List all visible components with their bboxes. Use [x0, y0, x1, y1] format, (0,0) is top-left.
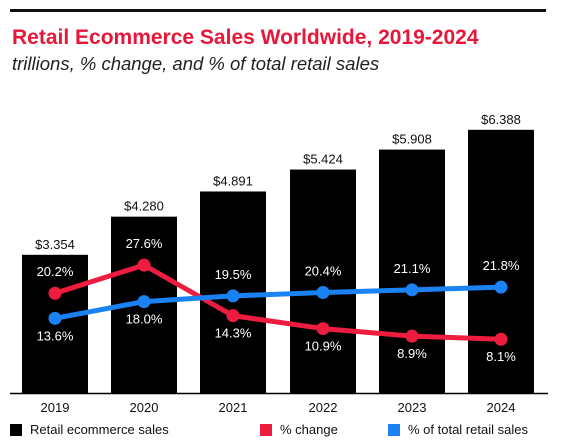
- pct-change-label-2021: 14.3%: [215, 326, 252, 341]
- pct-total-label-2021: 19.5%: [215, 267, 252, 282]
- pct-change-label-2022: 10.9%: [305, 339, 342, 354]
- chart-title: Retail Ecommerce Sales Worldwide, 2019-2…: [12, 26, 479, 49]
- pct-total-label-2022: 20.4%: [305, 263, 342, 278]
- bar-value-label-2020: $4.280: [124, 199, 164, 214]
- pct-change-label-2019: 20.2%: [37, 264, 74, 279]
- bar-2024: [468, 129, 534, 394]
- pct-change-point-2021: [226, 309, 240, 323]
- x-tick-label-2022: 2022: [309, 400, 338, 415]
- legend-swatch-pct-total: [388, 423, 400, 436]
- bar-value-label-2024: $6.388: [481, 112, 521, 127]
- pct-change-line: [52, 262, 504, 342]
- legend-swatch-ecommerce-sales: [10, 423, 22, 436]
- pct-total-point-2024: [494, 280, 508, 294]
- bar-2022: [290, 169, 356, 393]
- pct-change-label-2023: 8.9%: [397, 346, 427, 361]
- pct-total-label-2024: 21.8%: [483, 258, 520, 273]
- legend-label-pct-total: % of total retail sales: [408, 422, 528, 437]
- bar-value-label-2019: $3.354: [35, 237, 75, 252]
- pct-total-line: [52, 284, 504, 321]
- bar-value-label-2023: $5.908: [392, 132, 432, 147]
- x-tick-label-2023: 2023: [398, 400, 427, 415]
- pct-change-point-2020: [137, 258, 151, 272]
- pct-change-label-2024: 8.1%: [486, 349, 516, 364]
- pct-total-point-2021: [226, 289, 240, 303]
- pct-total-point-2022: [316, 285, 330, 299]
- pct-total-label-2023: 21.1%: [394, 261, 431, 276]
- legend-label-pct-change: % change: [280, 422, 338, 437]
- pct-change-point-2022: [316, 322, 330, 336]
- pct-total-point-2023: [405, 283, 419, 297]
- pct-change-label-2020: 27.6%: [126, 236, 163, 251]
- legend-item-ecommerce-sales: Retail ecommerce sales: [10, 422, 169, 437]
- legend-swatch-pct-change: [260, 423, 272, 436]
- x-tick-label-2024: 2024: [487, 400, 516, 415]
- x-tick-label-2019: 2019: [41, 400, 70, 415]
- pct-change-point-2024: [494, 332, 508, 346]
- pct-total-point-2019: [48, 311, 62, 325]
- pct-change-point-2019: [48, 286, 62, 300]
- pct-total-label-2020: 18.0%: [126, 312, 163, 327]
- x-tick-label-2021: 2021: [219, 400, 248, 415]
- bar-value-label-2022: $5.424: [303, 152, 343, 167]
- bar-value-label-2021: $4.891: [213, 173, 253, 188]
- pct-change-point-2023: [405, 329, 419, 343]
- legend: Retail ecommerce sales % change % of tot…: [10, 422, 560, 442]
- legend-label-ecommerce-sales: Retail ecommerce sales: [30, 422, 169, 437]
- x-tick-label-2020: 2020: [130, 400, 159, 415]
- pct-total-label-2019: 13.6%: [37, 328, 74, 343]
- legend-item-pct-total: % of total retail sales: [388, 422, 528, 437]
- top-rule: [10, 9, 546, 12]
- pct-total-point-2020: [137, 295, 151, 309]
- bar-2023: [379, 149, 445, 393]
- chart-subtitle: trillions, % change, and % of total reta…: [12, 53, 380, 74]
- legend-item-pct-change: % change: [260, 422, 338, 437]
